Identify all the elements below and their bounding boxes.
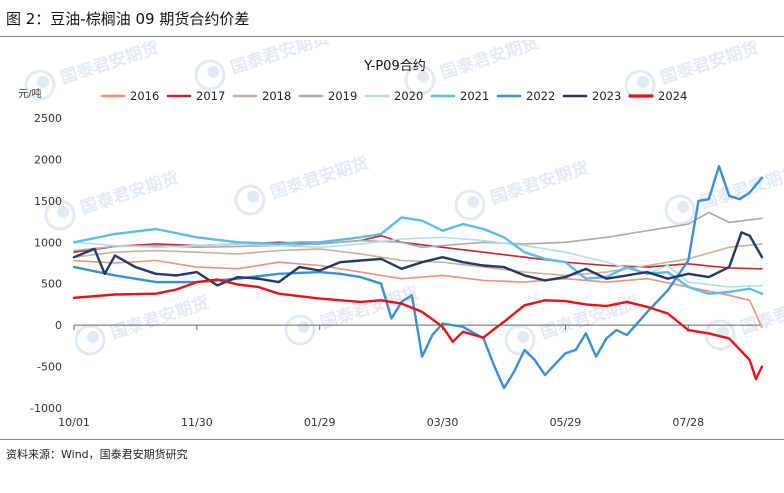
legend-label: 2022 [526, 89, 555, 103]
legend-label: 2024 [658, 89, 687, 103]
x-tick-label: 01/29 [304, 416, 336, 429]
series-line-2020 [73, 236, 763, 288]
watermark-mark: 国泰君安期货 [44, 167, 181, 231]
legend-label: 2018 [262, 89, 291, 103]
figure-title: 图 2：豆油-棕榈油 09 期货合约价差 [6, 10, 250, 28]
watermark-mark: 国泰君安期货 [194, 40, 331, 91]
series-line-2018 [73, 243, 763, 277]
y-tick-label: 1000 [34, 236, 62, 249]
legend-label: 2016 [130, 89, 159, 103]
chart-title: Y-P09合约 [363, 59, 425, 74]
series-line-2024 [72, 278, 764, 381]
watermark-mark: 国泰君安期货 [504, 292, 641, 356]
bottom-rule [0, 439, 784, 440]
legend-label: 2021 [460, 89, 489, 103]
source-note: 资料来源：Wind，国泰君安期货研究 [6, 448, 188, 461]
y-tick-label: 500 [41, 278, 62, 291]
watermark-mark: 国泰君安期货 [664, 162, 784, 226]
watermark-text: 国泰君安期货 [318, 282, 421, 333]
watermark-mark: 国泰君安期货 [624, 40, 761, 101]
watermark-text: 国泰君安期货 [268, 152, 371, 203]
watermark-text: 国泰君安期货 [738, 287, 784, 338]
series-line-2019 [73, 211, 763, 252]
legend-label: 2017 [196, 89, 225, 103]
watermark-text: 国泰君安期货 [78, 167, 181, 218]
watermark-text: 国泰君安期货 [488, 157, 591, 208]
x-tick-label: 07/28 [672, 416, 704, 429]
y-tick-label: 2000 [34, 153, 62, 166]
watermark-text: 国泰君安期货 [658, 40, 761, 89]
x-axis: 10/01 11/30 01/29 03/30 05/29 07/28 [58, 324, 762, 429]
y-unit-label: 元/吨 [18, 87, 41, 100]
watermark-text: 国泰君安期货 [438, 40, 541, 84]
watermark-mark: 国泰君安期货 [234, 152, 371, 216]
y-tick-label: 1500 [34, 195, 62, 208]
y-axis: -1000 -500 0 500 1000 1500 2000 2500 [30, 112, 62, 415]
watermark-text: 国泰君安期货 [228, 40, 331, 79]
y-tick-label: -1000 [30, 402, 62, 415]
watermark-text: 国泰君安期货 [698, 162, 784, 213]
x-tick-label: 05/29 [550, 416, 582, 429]
series-line-2022 [72, 164, 764, 390]
series-lines [72, 164, 764, 390]
x-tick-label: 10/01 [58, 416, 90, 429]
y-tick-label: 2500 [34, 112, 62, 125]
legend: 2016 2017 2018 2019 2020 2021 2022 2023 2024 [100, 89, 687, 103]
y-tick-label: 0 [55, 319, 62, 332]
x-tick-label: 11/30 [181, 416, 213, 429]
watermark-mark: 国泰君安期货 [74, 292, 211, 356]
watermark-text: 国泰君安期货 [108, 292, 211, 343]
watermark-mark: 国泰君安期货 [284, 282, 421, 346]
watermark-mark: 国泰君安期货 [454, 157, 591, 221]
legend-label: 2023 [592, 89, 621, 103]
watermark-text: 国泰君安期货 [58, 40, 161, 89]
y-tick-label: -500 [37, 361, 62, 374]
legend-label: 2019 [328, 89, 357, 103]
series-line-2023 [72, 231, 764, 287]
legend-label: 2020 [394, 89, 423, 103]
x-tick-label: 03/30 [427, 416, 459, 429]
top-rule [0, 36, 784, 37]
